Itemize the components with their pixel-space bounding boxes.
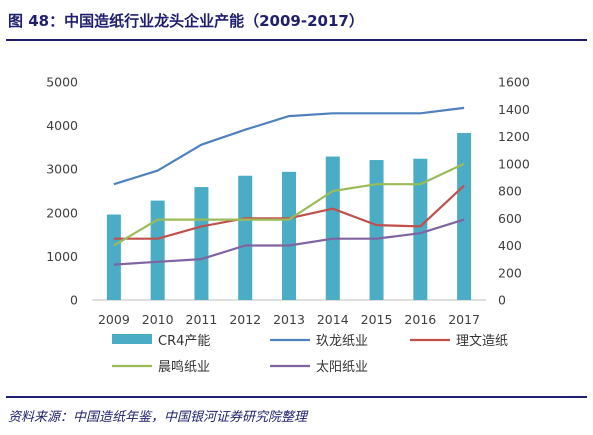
legend-label: CR4产能 bbox=[158, 334, 210, 349]
left-axis-tick-label: 2000 bbox=[46, 205, 78, 220]
x-axis-tick-label: 2015 bbox=[361, 312, 393, 327]
x-axis-tick-label: 2016 bbox=[404, 312, 436, 327]
legend-swatch bbox=[112, 334, 152, 344]
right-axis-tick-label: 400 bbox=[498, 238, 522, 253]
figure-title: 图 48：中国造纸行业龙头企业产能（2009-2017） bbox=[8, 12, 364, 30]
right-axis-tick-label: 800 bbox=[498, 184, 522, 199]
line-series-4 bbox=[113, 218, 465, 266]
bar-2017 bbox=[457, 133, 472, 300]
legend-label: 太阳纸业 bbox=[316, 360, 368, 375]
legend-label: 晨鸣纸业 bbox=[158, 359, 210, 375]
x-axis-tick-label: 2017 bbox=[448, 312, 480, 327]
x-axis-tick-label: 2009 bbox=[98, 312, 130, 327]
right-axis-tick-label: 0 bbox=[498, 293, 506, 308]
left-axis-tick-label: 0 bbox=[70, 293, 78, 308]
left-axis-tick-label: 3000 bbox=[46, 162, 78, 177]
legend-label: 理文造纸 bbox=[456, 334, 508, 349]
footer-divider bbox=[6, 396, 587, 398]
right-axis-tick-label: 1600 bbox=[498, 75, 530, 90]
title-divider bbox=[6, 39, 587, 41]
legend-label: 玖龙纸业 bbox=[316, 333, 368, 349]
bar-2013 bbox=[282, 171, 296, 300]
left-axis-tick-label: 5000 bbox=[46, 75, 78, 90]
bar-2009 bbox=[106, 214, 121, 300]
right-axis-tick-label: 200 bbox=[498, 265, 522, 280]
right-axis-tick-label: 1400 bbox=[498, 102, 530, 117]
right-axis-tick-label: 1000 bbox=[498, 156, 530, 171]
bar-2011 bbox=[194, 187, 209, 300]
bar-2016 bbox=[413, 158, 428, 300]
x-axis-tick-label: 2011 bbox=[186, 312, 218, 327]
x-axis-tick-label: 2010 bbox=[142, 312, 174, 327]
left-axis-tick-label: 4000 bbox=[46, 118, 78, 133]
bar-2015 bbox=[369, 160, 384, 300]
bar-2014 bbox=[325, 156, 340, 300]
x-axis-tick-label: 2012 bbox=[229, 312, 261, 327]
bar-2010 bbox=[150, 200, 165, 300]
x-axis-tick-label: 2013 bbox=[273, 312, 305, 327]
capacity-chart: 0 1000 2000 3000 4000 5000 0 200 400 600 800 1000 12… bbox=[46, 75, 530, 376]
left-axis-tick-label: 1000 bbox=[46, 249, 78, 264]
right-axis-tick-label: 600 bbox=[498, 211, 522, 226]
bar-2012 bbox=[238, 175, 253, 300]
line-series-3 bbox=[113, 162, 465, 247]
right-axis-tick-label: 1200 bbox=[498, 129, 530, 144]
x-axis-tick-label: 2014 bbox=[317, 312, 349, 327]
line-series-1 bbox=[113, 106, 465, 186]
source-note: 资料来源：中国造纸年鉴，中国银河证券研究院整理 bbox=[8, 410, 308, 425]
